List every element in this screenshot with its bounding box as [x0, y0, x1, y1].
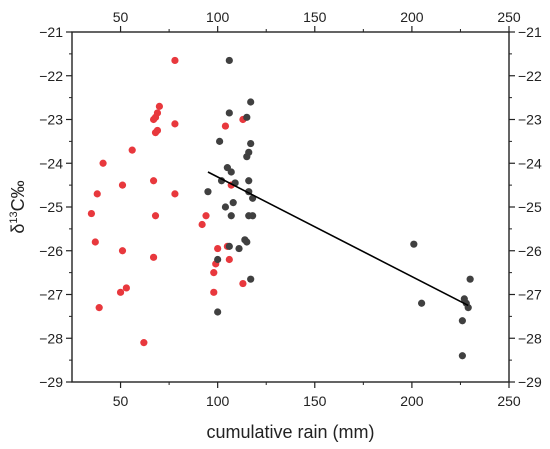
- gray-data-point: [247, 275, 255, 283]
- x-tick-label-top: 200: [400, 9, 424, 25]
- gray-data-point: [225, 56, 233, 65]
- y-tick-label-right: −26: [518, 243, 542, 259]
- y-tick-label-right: −21: [518, 24, 542, 40]
- plot-frame: [71, 31, 510, 383]
- x-tick-label-bottom: 150: [303, 393, 327, 409]
- y-tick-label-left: −22: [39, 68, 63, 84]
- gray-data-point: [214, 308, 222, 316]
- y-tick-label-right: −29: [518, 374, 542, 390]
- x-tick-label-top: 50: [113, 9, 129, 25]
- trend-line-segment: [207, 171, 469, 307]
- gray-data-point: [466, 275, 474, 283]
- trend-line: [207, 171, 469, 307]
- y-tick-label-right: −27: [518, 287, 542, 303]
- red-data-point: [171, 190, 179, 198]
- red-data-point: [221, 122, 230, 130]
- red-data-point: [99, 159, 107, 167]
- y-tick-label-left: −27: [39, 287, 63, 303]
- x-tick-label-bottom: 200: [400, 393, 424, 409]
- gray-data-point: [221, 203, 230, 211]
- x-axis-title: cumulative rain (mm): [206, 422, 374, 442]
- y-tick-label-right: −24: [518, 155, 542, 171]
- y-tick-label-right: −25: [518, 199, 542, 215]
- red-data-point: [87, 209, 96, 218]
- red-data-point: [225, 255, 233, 264]
- red-data-point: [214, 244, 222, 253]
- red-data-point: [198, 220, 206, 229]
- red-data-point: [153, 126, 162, 135]
- red-data-point: [202, 212, 210, 220]
- red-data-point: [122, 284, 130, 292]
- x-tick-label-top: 250: [497, 9, 521, 25]
- y-tick-label-left: −29: [39, 374, 63, 390]
- y-tick-label-left: −21: [39, 24, 63, 40]
- red-data-point: [210, 269, 218, 277]
- red-data-point: [140, 339, 148, 347]
- x-tick-label-top: 150: [303, 9, 327, 25]
- red-data-point: [155, 102, 163, 110]
- y-tick-label-left: −25: [39, 199, 63, 215]
- gray-data-point: [245, 177, 253, 185]
- x-tick-label-top: 100: [206, 9, 230, 25]
- gray-data-point: [235, 244, 243, 253]
- x-tick-label-bottom: 50: [113, 393, 129, 409]
- y-axis-title-superscript: 13: [8, 211, 20, 223]
- y-axis-title-delta: δ: [8, 224, 28, 234]
- red-data-point: [118, 181, 127, 189]
- gray-data-point: [204, 188, 212, 196]
- gray-data-point: [464, 304, 472, 312]
- gray-data-point: [247, 98, 255, 106]
- gray-data-point: [458, 352, 466, 360]
- y-axis-title: δ13C‰: [8, 180, 28, 233]
- gray-data-point: [225, 242, 233, 250]
- gray-data-point: [418, 299, 426, 307]
- gray-data-point: [227, 212, 235, 220]
- gray-data-point: [243, 113, 251, 121]
- y-tick-label-right: −23: [518, 112, 542, 128]
- gray-data-point: [410, 240, 418, 248]
- red-data-point: [171, 56, 179, 65]
- red-data-point: [93, 190, 101, 198]
- gray-data-point: [247, 139, 255, 148]
- y-tick-label-left: −23: [39, 112, 63, 128]
- x-tick-label-bottom: 250: [497, 393, 521, 409]
- red-data-point: [149, 253, 158, 261]
- red-data-point: [116, 288, 125, 296]
- gray-data-point: [225, 109, 233, 117]
- red-data-point: [151, 212, 160, 220]
- red-data-point: [91, 238, 99, 246]
- gray-data-point: [245, 148, 253, 156]
- red-data-point: [239, 279, 247, 288]
- red-data-point: [118, 247, 127, 255]
- gray-data-point: [249, 212, 257, 220]
- y-tick-label-left: −26: [39, 243, 63, 259]
- gray-data-point: [216, 137, 224, 145]
- gray-data-point: [227, 168, 235, 176]
- x-tick-label-bottom: 100: [206, 393, 230, 409]
- red-data-point: [171, 120, 179, 128]
- red-data-point: [210, 288, 218, 296]
- gray-data-point: [217, 177, 226, 185]
- gray-data-point: [243, 238, 251, 246]
- y-tick-label-left: −28: [39, 330, 63, 346]
- gray-data-point: [229, 199, 237, 207]
- red-data-point: [149, 177, 158, 185]
- y-tick-label-right: −22: [518, 68, 542, 84]
- red-data-point: [95, 304, 103, 312]
- red-data-point: [128, 146, 136, 154]
- gray-data-point: [214, 255, 222, 264]
- axis-ticks: [66, 26, 515, 388]
- red-data-point: [153, 109, 162, 117]
- y-axis-title-main: C‰: [8, 180, 28, 211]
- data-points: [87, 56, 474, 360]
- y-tick-label-right: −28: [518, 330, 542, 346]
- gray-data-point: [458, 317, 466, 325]
- y-tick-label-left: −24: [39, 155, 63, 171]
